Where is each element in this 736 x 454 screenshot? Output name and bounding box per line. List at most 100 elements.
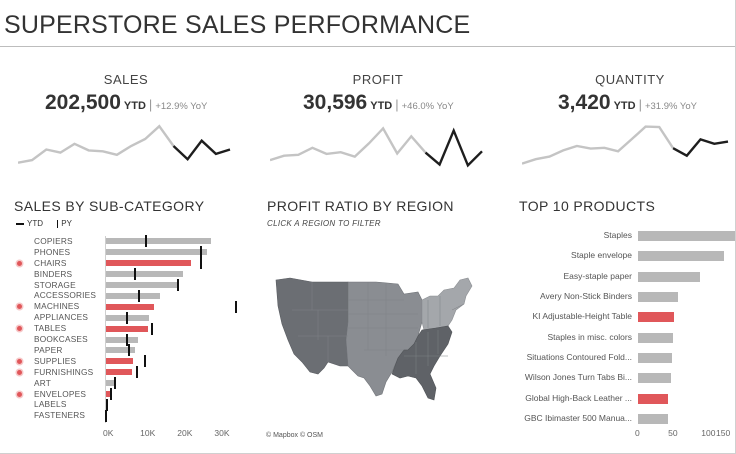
- kpi-profit-ytd: YTD: [370, 100, 393, 112]
- subcategory-legend[interactable]: YTD PY: [16, 219, 72, 228]
- kpi-profit-yoy: +46.0% YoY: [401, 101, 454, 112]
- subcategory-bar[interactable]: [106, 380, 115, 387]
- prior-year-marker: [144, 355, 147, 368]
- product-bar[interactable]: [638, 373, 672, 384]
- product-label[interactable]: Avery Non-Stick Binders: [540, 291, 632, 302]
- sparkline-prior-period: [18, 124, 175, 164]
- product-label[interactable]: Staples in misc. colors: [547, 331, 632, 342]
- alert-indicator-icon: [17, 369, 22, 375]
- subcategory-bar[interactable]: [106, 260, 192, 267]
- product-bar[interactable]: [638, 312, 675, 323]
- prior-year-marker: [200, 246, 203, 259]
- kpi-sales-value-line: 202,500 YTD | +12.9% YoY: [45, 91, 207, 115]
- product-label[interactable]: Wilson Jones Turn Tabs Bi...: [524, 372, 632, 383]
- product-bar[interactable]: [638, 332, 674, 343]
- subcategory-bar[interactable]: [106, 303, 155, 310]
- subcategory-label[interactable]: CHAIRS: [34, 257, 67, 268]
- alert-indicator-icon: [17, 358, 22, 364]
- kpi-sales-ytd: YTD: [123, 100, 146, 112]
- subcategory-label[interactable]: SUPPLIES: [34, 355, 77, 366]
- subcategory-label[interactable]: COPIERS: [34, 235, 73, 246]
- legend-py-swatch: [57, 219, 59, 228]
- subcategory-label[interactable]: STORAGE: [34, 279, 76, 290]
- product-bar[interactable]: [638, 292, 678, 303]
- subcategory-bar[interactable]: [106, 292, 160, 299]
- prior-year-marker: [137, 289, 140, 302]
- product-label[interactable]: Easy-staple paper: [563, 270, 632, 281]
- kpi-quantity-label: QUANTITY: [595, 72, 665, 87]
- prior-year-marker: [145, 235, 148, 248]
- subcategory-label[interactable]: ACCESSORIES: [34, 290, 97, 301]
- top-products-title: TOP 10 PRODUCTS: [519, 198, 656, 214]
- subcategory-label[interactable]: PHONES: [34, 246, 71, 257]
- kpi-sales-yoy: +12.9% YoY: [155, 101, 208, 112]
- subcategory-bar[interactable]: [106, 249, 208, 256]
- legend-ytd-label: YTD: [27, 219, 43, 228]
- map-region-central[interactable]: [345, 281, 423, 397]
- sparkline-current-period: [172, 138, 231, 161]
- product-label[interactable]: GBC Ibimaster 500 Manua...: [524, 412, 632, 423]
- subcategory-label[interactable]: ART: [34, 377, 52, 388]
- product-label[interactable]: Global High-Back Leather ...: [525, 392, 632, 403]
- subcategory-title: SALES BY SUB-CATEGORY: [14, 198, 205, 214]
- prior-year-marker: [150, 322, 153, 335]
- sparkline-current-period: [672, 138, 729, 158]
- subcategory-label[interactable]: FURNISHINGS: [34, 366, 94, 377]
- subcategory-label[interactable]: MACHINES: [34, 301, 80, 312]
- subcategory-label[interactable]: BOOKCASES: [34, 334, 88, 345]
- sparkline-prior-period: [522, 125, 675, 165]
- product-bar[interactable]: [638, 271, 701, 282]
- product-x-tick: 50: [668, 428, 678, 438]
- alert-indicator-icon: [17, 391, 22, 397]
- subcategory-bar[interactable]: [106, 336, 138, 343]
- product-bar[interactable]: [638, 393, 669, 404]
- subcategory-label[interactable]: PAPER: [34, 344, 63, 355]
- subcategory-label[interactable]: FASTENERS: [34, 410, 86, 421]
- dashboard-title: SUPERSTORE SALES PERFORMANCE: [4, 11, 471, 39]
- product-bar[interactable]: [638, 231, 736, 242]
- subcategory-bar[interactable]: [106, 238, 211, 245]
- kpi-profit-value-line: 30,596 YTD | +46.0% YoY: [303, 91, 454, 115]
- map-region-east[interactable]: [421, 277, 473, 331]
- subcategory-bar[interactable]: [106, 358, 133, 365]
- prior-year-marker: [113, 377, 116, 390]
- product-bar[interactable]: [638, 352, 672, 363]
- alert-indicator-icon: [17, 326, 22, 332]
- product-label[interactable]: Staple envelope: [571, 250, 632, 261]
- alert-indicator-icon: [17, 304, 22, 310]
- subcategory-label[interactable]: TABLES: [34, 323, 67, 334]
- subcategory-x-tick: 0K: [103, 428, 114, 438]
- kpi-sales-sparkline: [18, 124, 231, 164]
- subcategory-bar[interactable]: [106, 369, 132, 376]
- subcategory-bar[interactable]: [106, 325, 148, 332]
- title-divider: [0, 46, 736, 47]
- map-region-south[interactable]: [391, 325, 453, 401]
- prior-year-marker: [110, 388, 113, 401]
- product-label[interactable]: Situations Contoured Fold...: [526, 351, 632, 362]
- product-bar[interactable]: [638, 251, 725, 262]
- alert-indicator-icon: [17, 260, 22, 266]
- kpi-sales-value: 202,500: [45, 91, 121, 114]
- kpi-separator: |: [395, 97, 399, 112]
- prior-year-marker: [200, 257, 203, 270]
- subcategory-label[interactable]: APPLIANCES: [34, 312, 89, 323]
- prior-year-marker: [235, 300, 237, 313]
- subcategory-bar[interactable]: [106, 347, 135, 354]
- subcategory-bar-chart[interactable]: COPIERS PHONES CHAIRS BINDERS STORAGE ACCESSO…: [0, 0, 250, 454]
- product-x-tick: 0: [635, 428, 640, 438]
- subcategory-bar[interactable]: [106, 391, 111, 398]
- product-bar[interactable]: [638, 413, 668, 424]
- product-label[interactable]: KI Adjustable-Height Table: [532, 311, 632, 322]
- product-x-tick: 150: [716, 428, 731, 438]
- kpi-profit-value: 30,596: [303, 91, 368, 114]
- subcategory-label[interactable]: ENVELOPES: [34, 388, 87, 399]
- prior-year-marker: [125, 311, 128, 324]
- subcategory-label[interactable]: BINDERS: [34, 268, 73, 279]
- subcategory-bar[interactable]: [106, 271, 184, 278]
- product-label[interactable]: Staples: [603, 230, 632, 241]
- us-region-map[interactable]: [268, 270, 492, 418]
- subcategory-label[interactable]: LABELS: [34, 399, 67, 410]
- subcategory-x-tick: 20K: [177, 428, 193, 438]
- prior-year-marker: [133, 268, 136, 281]
- subcategory-bar[interactable]: [106, 282, 179, 289]
